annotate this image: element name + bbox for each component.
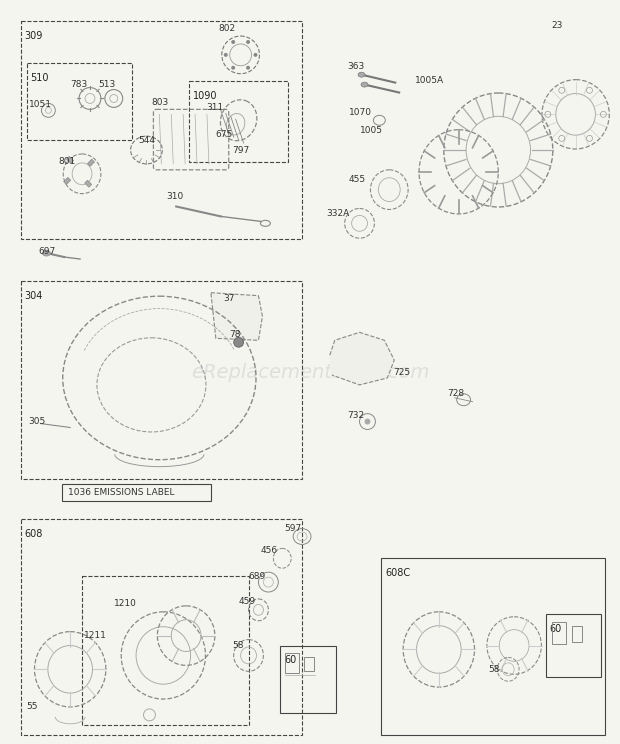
Circle shape <box>234 337 244 347</box>
Bar <box>381 558 605 735</box>
Text: 37: 37 <box>223 294 234 303</box>
Text: eReplacementParts.com: eReplacementParts.com <box>191 362 429 382</box>
Text: 1005A: 1005A <box>415 76 444 85</box>
Bar <box>546 614 601 677</box>
Text: 783: 783 <box>70 80 87 89</box>
Text: 725: 725 <box>393 368 410 376</box>
Ellipse shape <box>358 72 365 77</box>
Text: 689: 689 <box>249 571 266 580</box>
Text: 58: 58 <box>232 641 244 650</box>
Polygon shape <box>211 292 262 340</box>
Bar <box>20 519 302 735</box>
Text: 58: 58 <box>489 665 500 674</box>
Text: 309: 309 <box>25 31 43 41</box>
Text: 60: 60 <box>284 655 296 665</box>
Text: 363: 363 <box>348 62 365 71</box>
Ellipse shape <box>361 82 368 87</box>
Bar <box>20 280 302 479</box>
Text: 1210: 1210 <box>114 600 136 609</box>
Text: 23: 23 <box>552 21 563 30</box>
Bar <box>82 576 249 725</box>
Bar <box>62 484 211 501</box>
Text: 310: 310 <box>166 192 184 201</box>
Text: 1211: 1211 <box>84 631 107 640</box>
Bar <box>572 626 582 641</box>
Circle shape <box>231 65 235 70</box>
Text: 608: 608 <box>25 528 43 539</box>
Bar <box>64 177 71 185</box>
Text: 797: 797 <box>232 146 250 155</box>
Text: 801: 801 <box>58 158 76 167</box>
Bar <box>27 62 131 140</box>
Text: 608C: 608C <box>385 568 410 578</box>
Text: 60: 60 <box>550 623 562 634</box>
Text: 455: 455 <box>348 176 366 185</box>
Text: 597: 597 <box>284 524 301 533</box>
Text: 55: 55 <box>27 702 38 711</box>
Bar <box>87 159 94 166</box>
Bar <box>189 80 288 162</box>
Circle shape <box>231 40 235 44</box>
Text: 1036 EMISSIONS LABEL: 1036 EMISSIONS LABEL <box>68 488 175 497</box>
Text: 332A: 332A <box>326 209 349 218</box>
Circle shape <box>246 40 250 44</box>
Bar <box>280 646 336 713</box>
Text: 510: 510 <box>30 73 49 83</box>
Text: 803: 803 <box>151 98 169 107</box>
Bar <box>85 180 92 187</box>
Text: 802: 802 <box>219 24 236 33</box>
Text: 544: 544 <box>138 135 156 144</box>
Bar <box>66 156 74 164</box>
Circle shape <box>365 419 371 425</box>
Text: 456: 456 <box>260 546 278 555</box>
Polygon shape <box>330 333 394 385</box>
Ellipse shape <box>42 250 50 256</box>
Text: 1070: 1070 <box>348 108 371 117</box>
Text: 697: 697 <box>38 246 56 256</box>
Text: 1090: 1090 <box>193 91 218 100</box>
Text: 1005: 1005 <box>360 126 383 135</box>
Bar <box>552 622 565 644</box>
Bar <box>20 21 302 240</box>
Text: 304: 304 <box>25 291 43 301</box>
Text: 459: 459 <box>239 597 256 606</box>
Text: 732: 732 <box>348 411 365 420</box>
Circle shape <box>246 65 250 70</box>
Bar <box>285 653 299 673</box>
Text: 1051: 1051 <box>29 100 51 109</box>
Text: 675: 675 <box>216 129 233 138</box>
Bar <box>304 658 314 671</box>
Text: 728: 728 <box>447 389 464 398</box>
Circle shape <box>224 53 228 57</box>
Text: 78: 78 <box>229 330 240 339</box>
Text: 513: 513 <box>98 80 115 89</box>
Text: 305: 305 <box>29 417 46 426</box>
Text: 311: 311 <box>206 103 223 112</box>
Circle shape <box>254 53 257 57</box>
